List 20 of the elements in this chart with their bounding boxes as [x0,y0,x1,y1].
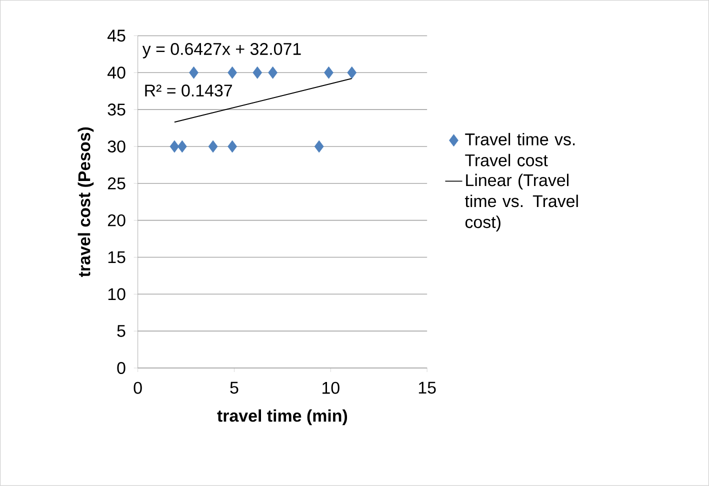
y-tick-label: 35 [108,104,126,116]
y-tick-label: 40 [108,66,126,79]
legend-label: Travel time vs. Travel cost [465,133,575,166]
y-tick-label: 0 [117,362,126,374]
y-tick-label: 45 [108,30,126,42]
y-tick-label: 30 [108,140,126,153]
x-tick-label: 0 [134,382,142,394]
legend-label: Linear (Travel time vs. Travel cost) [464,174,578,232]
y-tick-label: 25 [108,177,126,190]
annotation: y = 0.6427x + 32.071 [142,43,301,58]
annotation: R² = 0.1437 [145,84,232,97]
x-tick-label: 15 [418,382,436,394]
y-tick-label: 20 [108,214,126,226]
y-tick-label: 10 [108,288,126,300]
y-tick-label: 15 [108,251,126,264]
x-tick-label: 10 [322,382,340,394]
y-axis-title: travel cost (Pesos) [78,127,94,278]
x-tick-label: 5 [230,382,238,394]
x-axis-title: travel time (min) [217,409,348,426]
y-tick-label: 5 [117,325,126,338]
